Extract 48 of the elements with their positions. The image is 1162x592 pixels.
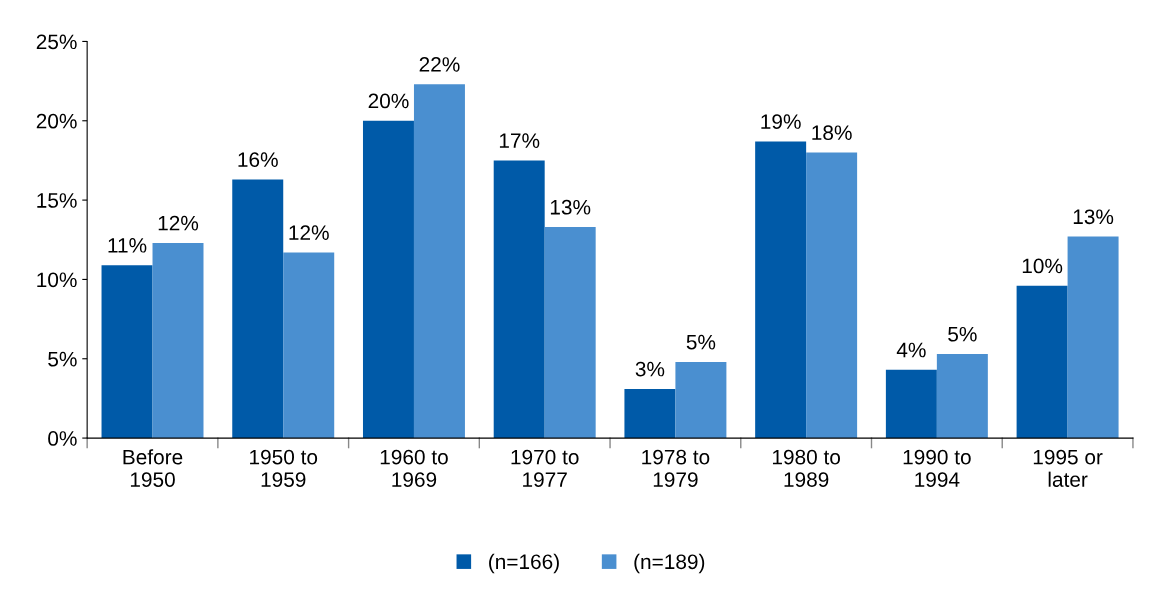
data-label: 22% <box>419 57 460 72</box>
x-tick-label: 1995 or later <box>1033 449 1103 487</box>
data-label: 4% <box>896 342 926 358</box>
y-tick-label: 20% <box>36 113 77 129</box>
bar <box>283 252 335 439</box>
y-tick-label: 10% <box>37 272 77 288</box>
x-tick-label: 1950 to 1959 <box>250 449 318 487</box>
x-tick-label: 1990 to 1994 <box>903 449 971 487</box>
data-label: 10% <box>1022 258 1063 274</box>
y-tick-label: 0% <box>48 431 77 446</box>
data-label: 12% <box>289 225 329 240</box>
bar <box>755 141 807 439</box>
bar <box>624 388 676 439</box>
bar <box>1016 285 1068 439</box>
y-tick-label: 25% <box>36 34 77 50</box>
data-label: 11% <box>108 238 147 253</box>
bar <box>362 120 414 439</box>
bar <box>544 227 596 439</box>
data-label: 3% <box>635 361 665 377</box>
y-tick-label: 15% <box>37 193 77 208</box>
legend-label: (n=166) <box>489 553 559 574</box>
x-tick-label: 1970 to 1977 <box>511 449 579 487</box>
data-label: 5% <box>948 326 977 342</box>
x-tick-label: 1980 to 1989 <box>772 449 841 487</box>
data-label: 20% <box>368 93 409 109</box>
data-label: 17% <box>499 133 540 148</box>
data-label: 18% <box>812 125 852 141</box>
data-label: 12% <box>158 215 199 231</box>
bar <box>413 84 465 439</box>
bar <box>675 361 727 439</box>
bar <box>1067 236 1119 439</box>
bar <box>936 353 988 439</box>
data-label: 16% <box>238 152 278 168</box>
data-label: 5% <box>686 334 716 350</box>
data-label: 13% <box>550 199 591 215</box>
bar <box>232 179 284 439</box>
x-tick-label: 1960 to 1969 <box>380 449 448 487</box>
y-tick-label: 5% <box>48 351 77 367</box>
bar <box>493 160 545 439</box>
bar <box>101 265 153 439</box>
legend-label: (n=189) <box>634 553 705 574</box>
bar <box>885 369 937 439</box>
x-tick-label: Before 1950 <box>123 449 183 487</box>
data-label: 19% <box>761 114 801 129</box>
bar <box>152 242 204 439</box>
data-label: 13% <box>1073 209 1114 225</box>
x-tick-label: 1978 to 1979 <box>642 449 710 487</box>
bar <box>806 152 858 439</box>
